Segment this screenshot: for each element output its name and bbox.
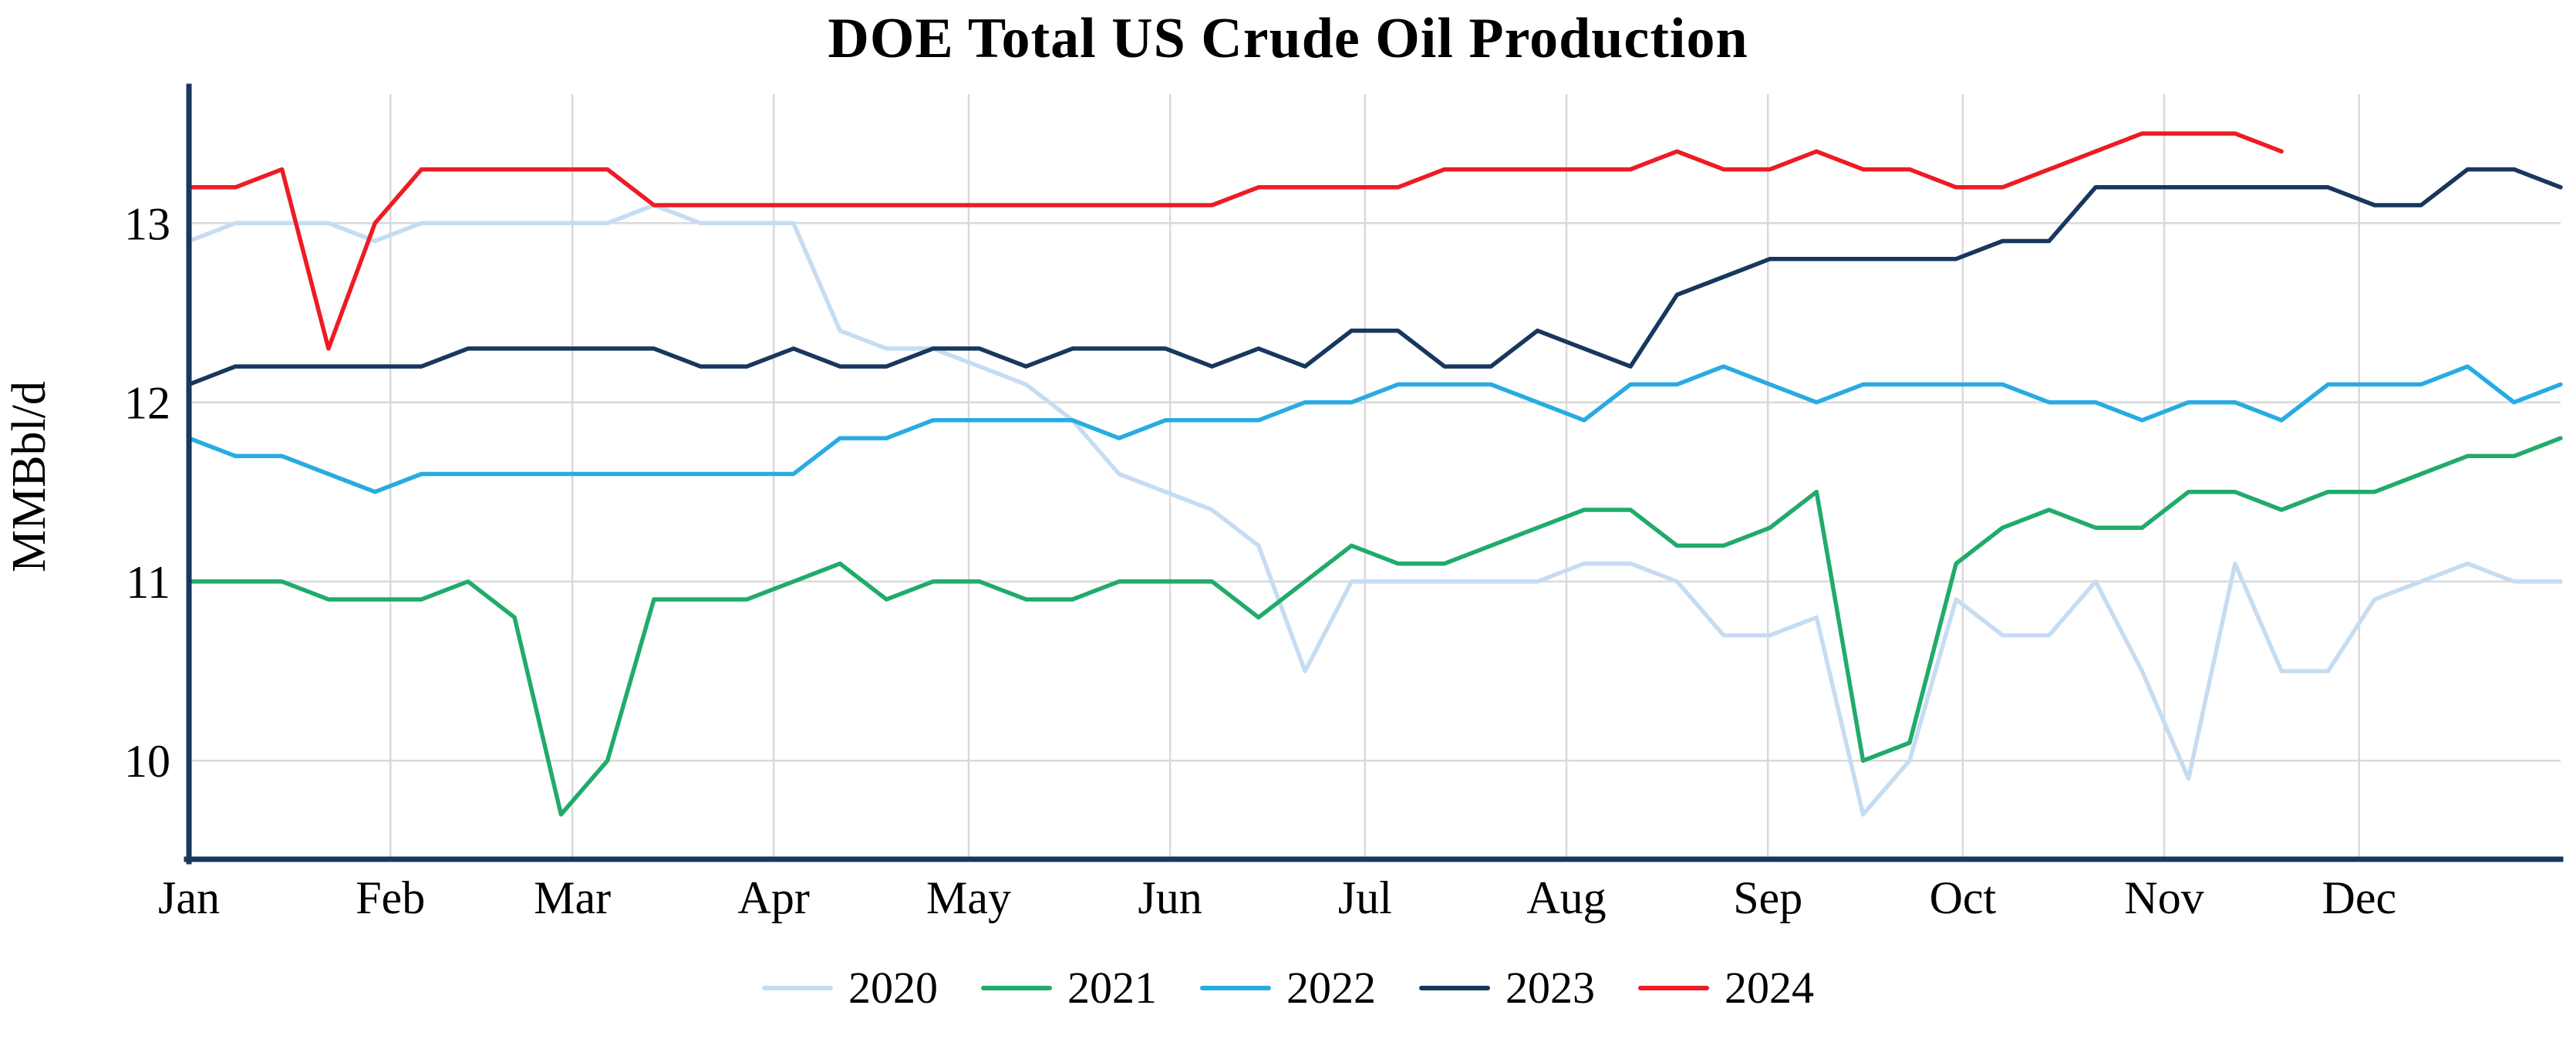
gridlines [187,94,2561,859]
legend-item-2023: 2023 [1419,961,1595,1015]
legend-label-2022: 2022 [1286,963,1376,1013]
series-line-2023 [187,167,2563,387]
y-tick-label: 10 [124,736,170,787]
y-tick-label: 13 [124,198,170,249]
legend-item-2024: 2024 [1638,961,1814,1015]
x-tick-label: Sep [1733,872,1802,923]
x-tick-label: Oct [1930,872,1997,923]
x-tick-label: Nov [2124,872,2203,923]
production-line-chart: MMBbl/d 10 11 12 13 Jan Feb Mar Apr May Jun Jul Aug… [3,83,2564,923]
series-line-2024 [187,131,2284,351]
legend-label-2023: 2023 [1505,963,1595,1013]
series-line-2020 [187,203,2563,817]
legend-swatch-2023 [1419,986,1490,990]
x-tick-label: Feb [356,872,425,923]
legend-item-2021: 2021 [981,961,1157,1015]
y-axis-label: MMBbl/d [3,381,56,572]
x-tick-label: Jul [1338,872,1392,923]
x-tick-label: Jan [158,872,220,923]
legend-label-2021: 2021 [1067,963,1157,1013]
legend-item-2022: 2022 [1200,961,1376,1015]
legend-swatch-2022 [1200,986,1271,990]
legend-swatch-2020 [762,986,833,990]
series-line-2021 [187,436,2563,817]
legend-swatch-2021 [981,986,1052,990]
x-tick-label: Mar [534,872,611,923]
legend-item-2020: 2020 [762,961,938,1015]
x-tick-label: May [926,872,1011,923]
y-tick-label: 12 [124,378,170,429]
legend-swatch-2024 [1638,986,1709,990]
chart-title: DOE Total US Crude Oil Production [828,7,1748,70]
legend-label-2024: 2024 [1725,963,1814,1013]
y-tick-label: 11 [126,557,170,608]
x-tick-label: Apr [738,872,810,923]
series-line-2022 [187,364,2563,494]
legend: 2020 2021 2022 2023 2024 [0,950,2576,1049]
x-tick-label: Dec [2322,872,2397,923]
x-tick-label: Aug [1526,872,1606,923]
x-tick-label: Jun [1138,872,1202,923]
legend-label-2020: 2020 [848,963,938,1013]
